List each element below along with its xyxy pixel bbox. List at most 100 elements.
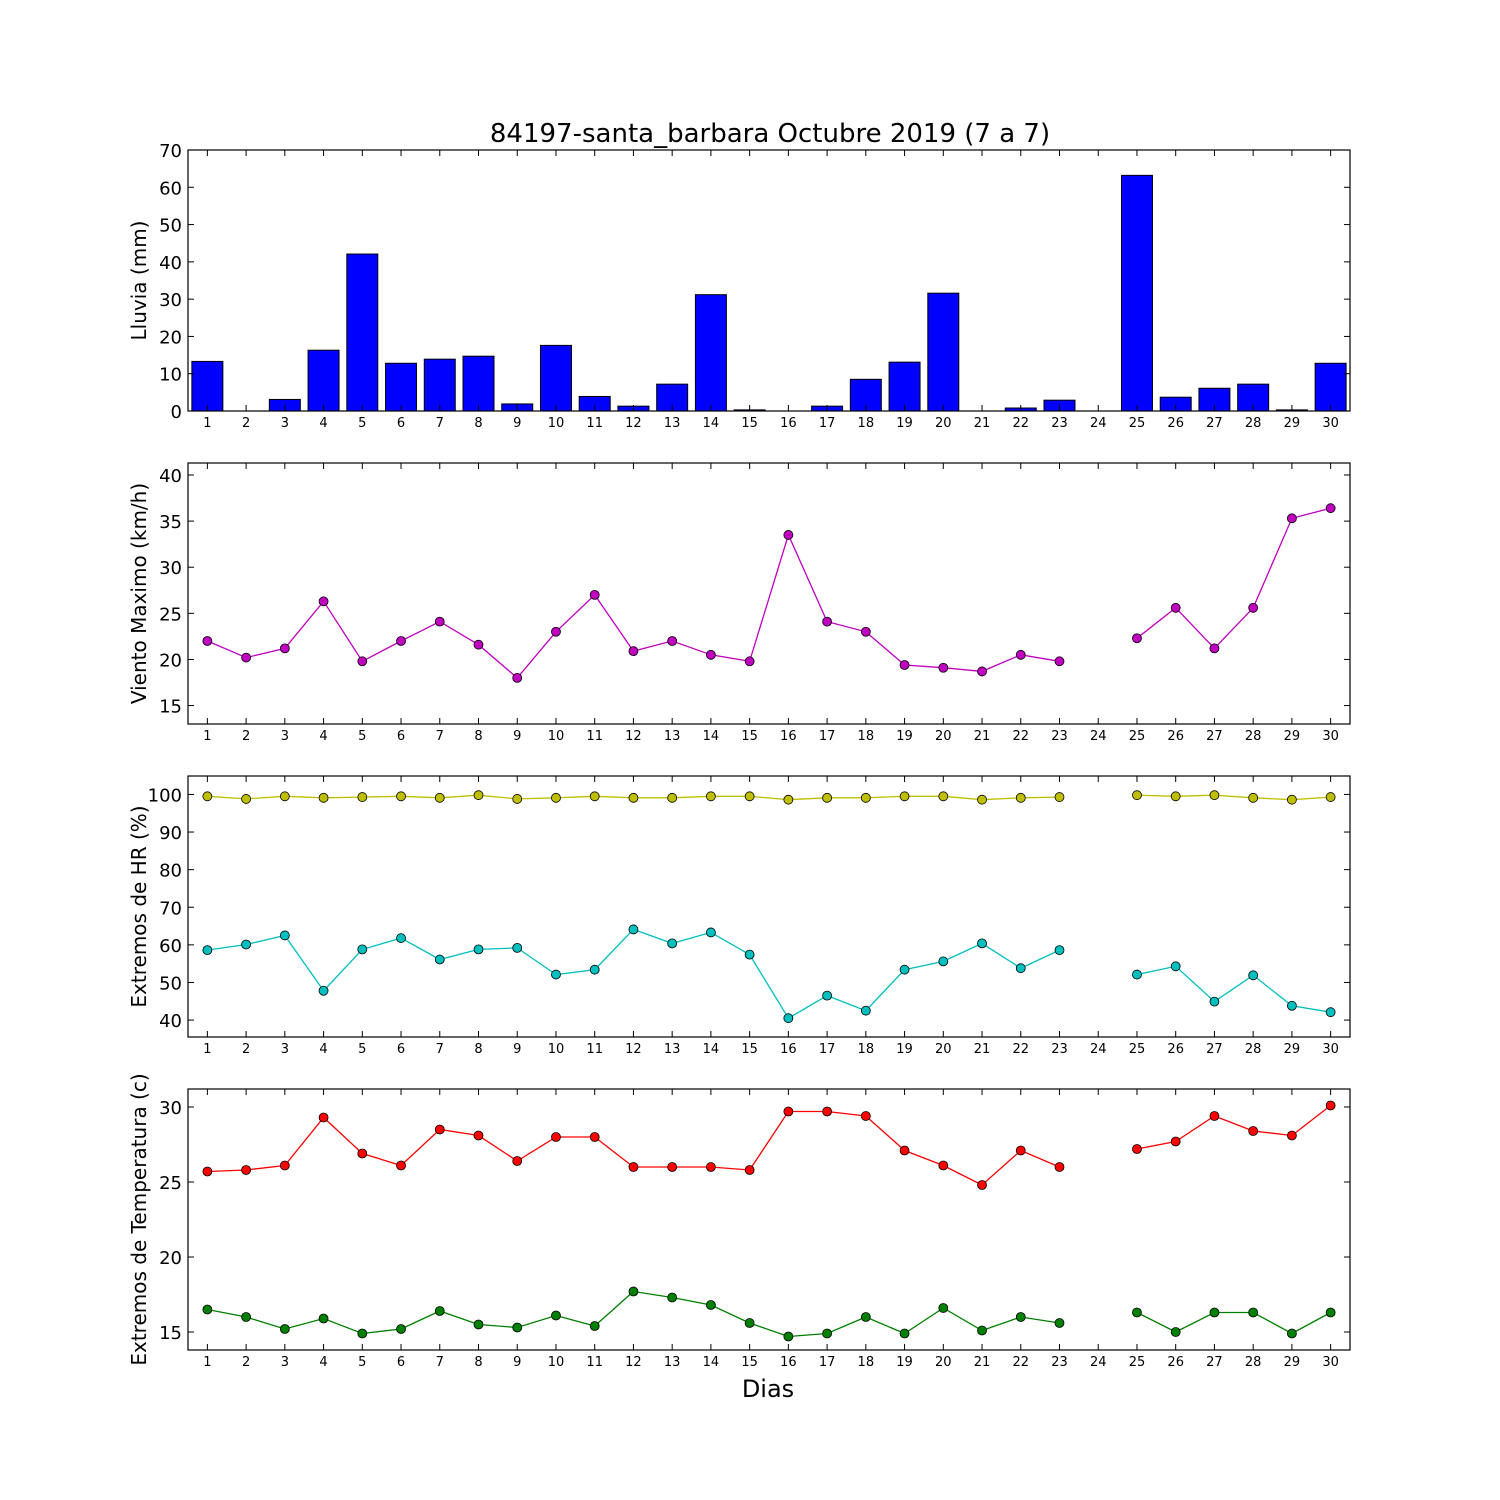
x-tick-label: 15 (741, 416, 758, 431)
x-tick-label: 8 (474, 729, 482, 744)
bar-day-4 (307, 349, 340, 412)
x-tick-label: 19 (896, 1355, 913, 1370)
series-1-point-day-8 (473, 944, 484, 955)
x-tick-label: 17 (819, 729, 836, 744)
series-0-point-day-7 (434, 1124, 445, 1135)
series-1-point-day-19 (899, 964, 910, 975)
series-0-point-day-29 (1287, 513, 1297, 524)
bar-day-20 (927, 292, 960, 412)
series-1-point-day-16 (783, 1331, 794, 1342)
series-1-point-day-26 (1170, 1327, 1181, 1337)
y-axis-label: Extremos de HR (%) (127, 805, 151, 1007)
series-1-point-day-4 (318, 1313, 329, 1324)
series-1-point-day-10 (551, 969, 561, 980)
x-tick-label: 27 (1206, 729, 1223, 744)
x-tick-label: 3 (281, 1042, 289, 1057)
series-1-point-day-7 (434, 1306, 445, 1316)
y-tick-label: 50 (159, 973, 182, 994)
series-1-point-day-13 (667, 1292, 678, 1303)
x-tick-label: 13 (664, 416, 681, 431)
series-1-point-day-13 (667, 938, 678, 949)
series-0-point-day-28 (1248, 792, 1259, 803)
series-0-point-day-18 (860, 1111, 871, 1121)
series-0-point-day-29 (1287, 794, 1297, 805)
series-0-line-segment-0 (207, 533, 1060, 679)
y-tick-label: 30 (159, 558, 182, 579)
series-1-point-day-3 (279, 1324, 290, 1334)
x-tick-label: 18 (858, 416, 875, 431)
x-tick-label: 12 (625, 1042, 642, 1057)
x-tick-label: 21 (974, 416, 991, 431)
x-tick-label: 28 (1245, 729, 1262, 744)
x-tick-label: 23 (1051, 1042, 1068, 1057)
bar-day-5 (346, 253, 379, 412)
series-1-point-day-4 (318, 985, 329, 996)
x-tick-label: 20 (935, 729, 952, 744)
series-1-point-day-15 (744, 1318, 755, 1328)
series-0-point-day-6 (396, 791, 406, 802)
y-tick-label: 20 (159, 650, 182, 671)
series-0-point-day-21 (977, 1180, 987, 1190)
x-tick-label: 10 (548, 1042, 565, 1057)
x-tick-label: 12 (625, 1355, 642, 1370)
y-tick-label: 40 (159, 466, 182, 487)
x-tick-label: 11 (586, 416, 603, 431)
series-1-point-day-6 (396, 1324, 406, 1334)
x-tick-label: 6 (397, 416, 405, 431)
series-1-point-day-27 (1209, 996, 1220, 1007)
series-1-point-day-1 (202, 945, 213, 956)
series-0-point-day-27 (1209, 790, 1220, 801)
y-tick-label: 30 (159, 290, 182, 311)
x-tick-label: 10 (548, 1355, 565, 1370)
x-tick-label: 26 (1167, 1042, 1184, 1057)
series-0-point-day-17 (822, 792, 832, 803)
x-tick-label: 23 (1051, 416, 1068, 431)
bar-day-10 (539, 344, 572, 412)
x-tick-label: 28 (1245, 1042, 1262, 1057)
series-0-point-day-5 (357, 792, 368, 802)
series-1-point-day-8 (473, 1319, 484, 1330)
x-tick-label: 16 (780, 416, 797, 431)
y-axis-label: Lluvia (mm) (127, 221, 151, 341)
x-tick-label: 2 (242, 1042, 250, 1057)
bar-day-19 (888, 361, 921, 412)
series-0-point-day-4 (318, 1112, 329, 1123)
x-tick-label: 23 (1051, 729, 1068, 744)
x-tick-label: 13 (664, 729, 681, 744)
series-1-point-day-12 (628, 924, 639, 935)
series-0-point-day-21 (977, 794, 987, 805)
bar-day-30 (1314, 362, 1347, 412)
series-0-point-day-27 (1209, 643, 1220, 654)
series-0-point-day-10 (551, 626, 561, 637)
y-tick-label: 70 (159, 141, 182, 162)
y-tick-label: 25 (159, 1173, 182, 1194)
series-1-line-segment-1 (1136, 1311, 1331, 1335)
x-tick-label: 8 (474, 1042, 482, 1057)
x-tick-label: 20 (935, 1042, 952, 1057)
y-tick-label: 80 (159, 861, 182, 882)
series-0-point-day-30 (1325, 503, 1336, 514)
series-0-point-day-29 (1287, 1130, 1297, 1141)
x-tick-label: 16 (780, 1042, 797, 1057)
series-0-point-day-13 (667, 792, 678, 803)
x-tick-label: 17 (819, 1355, 836, 1370)
series-0-point-day-5 (357, 1148, 368, 1159)
x-tick-label: 2 (242, 1355, 250, 1370)
x-tick-label: 14 (703, 1355, 720, 1370)
x-tick-label: 22 (1012, 729, 1029, 744)
series-1-point-day-18 (860, 1312, 871, 1322)
x-tick-label: 3 (281, 416, 289, 431)
x-tick-label: 9 (513, 729, 521, 744)
x-tick-label: 17 (819, 416, 836, 431)
x-tick-label: 18 (858, 1042, 875, 1057)
x-tick-label: 23 (1051, 1355, 1068, 1370)
series-1-point-day-5 (357, 1328, 368, 1339)
series-0-point-day-30 (1325, 1100, 1336, 1111)
x-tick-label: 28 (1245, 1355, 1262, 1370)
y-tick-label: 20 (159, 327, 182, 348)
series-1-point-day-9 (512, 1322, 523, 1333)
x-tick-label: 19 (896, 416, 913, 431)
series-0-point-day-16 (783, 530, 794, 540)
